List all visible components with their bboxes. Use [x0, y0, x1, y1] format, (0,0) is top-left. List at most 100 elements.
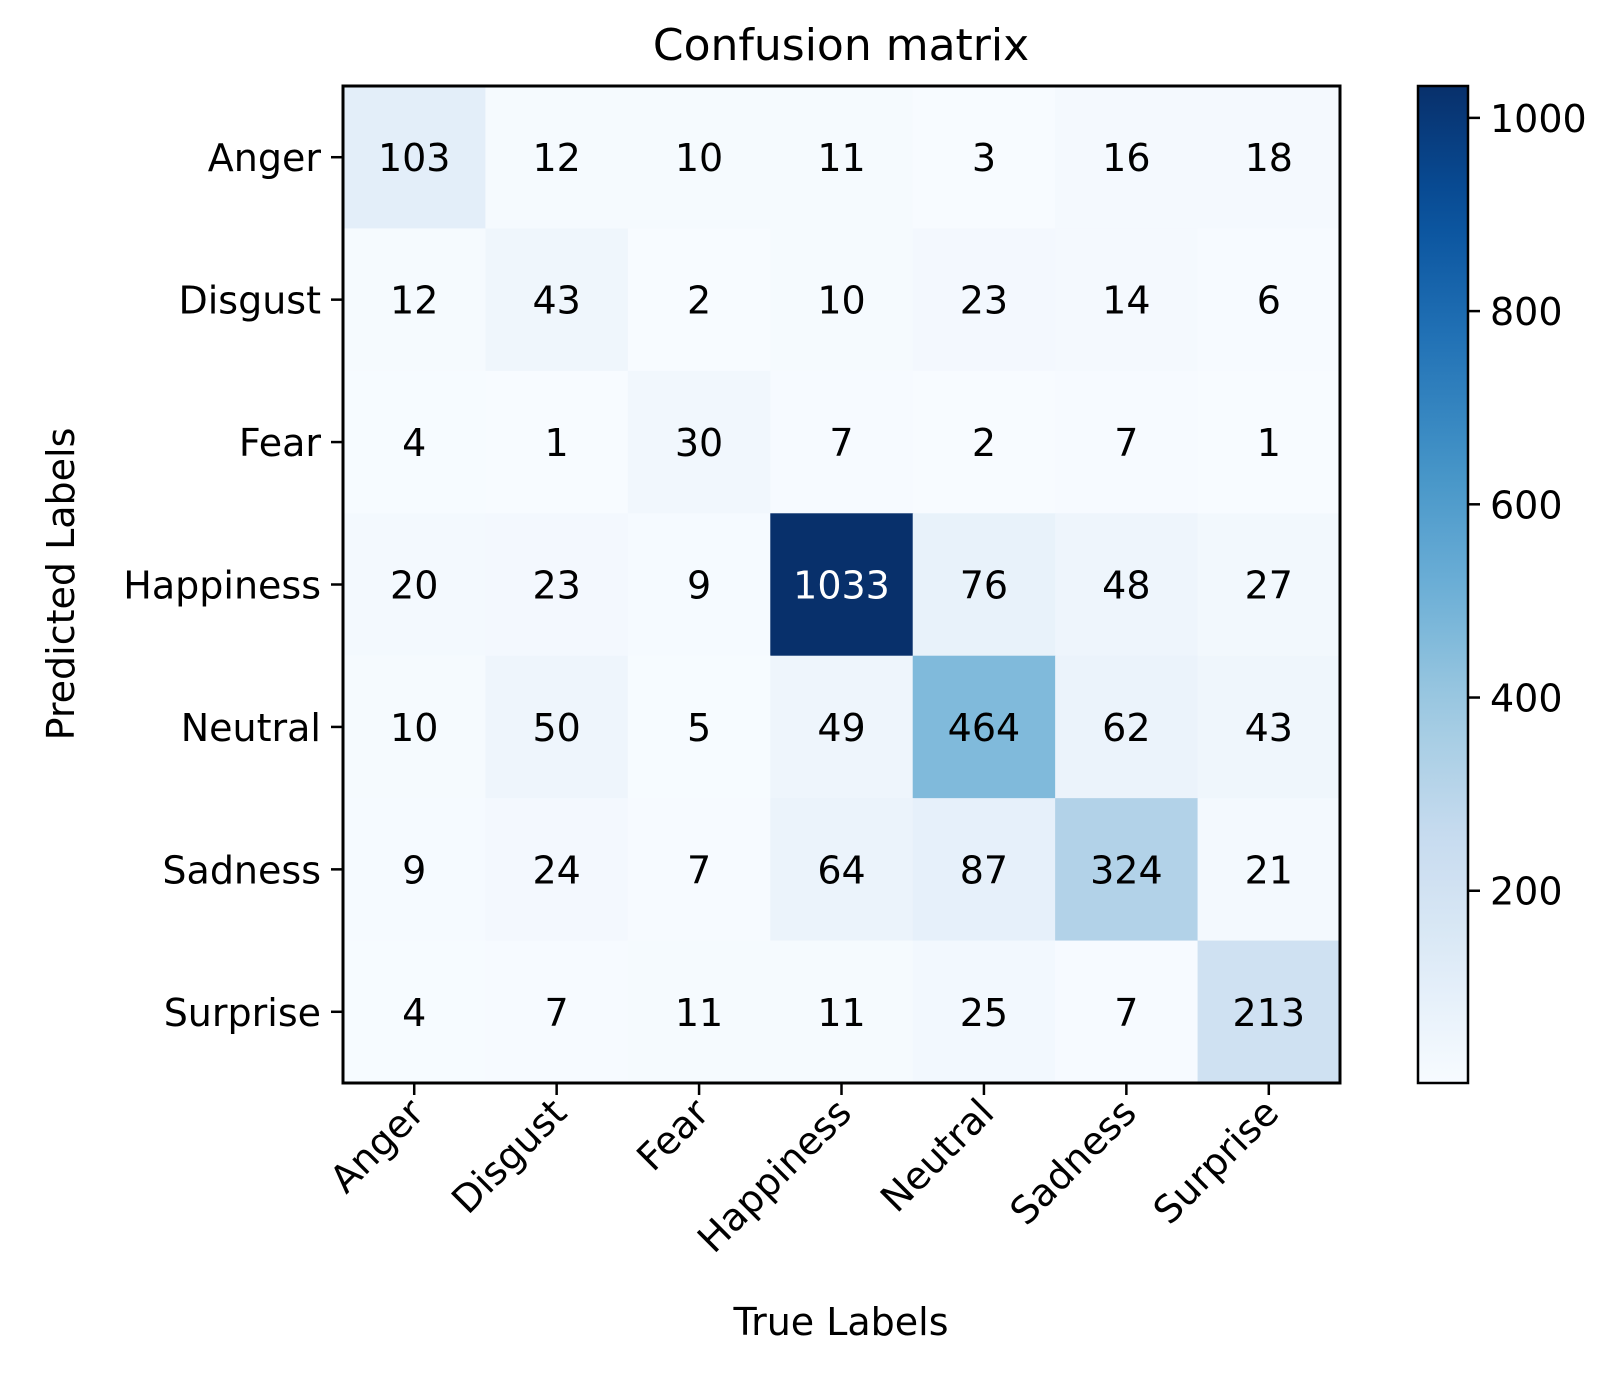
- heatmap-cell: [1197, 228, 1341, 372]
- heatmap-cell: [1197, 940, 1341, 1084]
- heatmap-cell: [770, 370, 914, 514]
- heatmap-cell: [343, 798, 487, 942]
- cell-value-label: 43: [532, 279, 580, 323]
- colorbar-tick-label: 800: [1490, 290, 1563, 334]
- cell-value-label: 16: [1102, 136, 1150, 180]
- y-axis-label: Predicted Labels: [39, 428, 83, 741]
- heatmap-cell: [1055, 940, 1199, 1084]
- cell-value-label: 30: [675, 421, 723, 465]
- heatmap-cell: [343, 228, 487, 372]
- heatmap-cell: [770, 655, 914, 799]
- colorbar-frame: [1416, 84, 1470, 1085]
- y-tick-label: Disgust: [178, 279, 321, 323]
- heatmap-cell: [343, 86, 487, 230]
- x-tick-label: Sadness: [1001, 1090, 1144, 1233]
- cell-value-label: 21: [1245, 848, 1293, 892]
- heatmap-cell: [485, 370, 629, 514]
- cell-value-label: 20: [390, 564, 438, 608]
- heatmap-cell: [1197, 370, 1341, 514]
- heatmap-cell: [770, 86, 914, 230]
- cell-value-label: 103: [378, 136, 451, 180]
- heatmap-cell: [770, 513, 914, 657]
- cell-value-label: 7: [687, 848, 711, 892]
- cell-value-label: 25: [960, 991, 1008, 1035]
- y-tick-label: Anger: [208, 136, 322, 180]
- cell-value-label: 10: [390, 706, 438, 750]
- cell-value-label: 10: [817, 279, 865, 323]
- heatmap-cell: [627, 940, 771, 1084]
- heatmap-cell: [627, 370, 771, 514]
- heatmap-cell: [485, 513, 629, 657]
- cell-value-label: 14: [1102, 279, 1150, 323]
- cell-value-label: 5: [687, 706, 711, 750]
- heatmap-cell: [770, 940, 914, 1084]
- heatmap-cell: [627, 86, 771, 230]
- x-axis-label: True Labels: [732, 1300, 948, 1344]
- cell-value-label: 12: [390, 279, 438, 323]
- y-tick-label: Happiness: [123, 564, 321, 608]
- cell-value-label: 23: [960, 279, 1008, 323]
- y-tick-label: Fear: [239, 421, 321, 465]
- cell-value-label: 7: [829, 421, 853, 465]
- heatmap-cell: [912, 798, 1056, 942]
- heatmap-cell: [1055, 798, 1199, 942]
- heatmap-cell: [1197, 513, 1341, 657]
- cell-value-label: 4: [402, 991, 426, 1035]
- heatmap-cell: [627, 798, 771, 942]
- heatmap-cell: [343, 513, 487, 657]
- heatmap-cell: [1055, 228, 1199, 372]
- cell-value-label: 464: [948, 706, 1021, 750]
- heatmap-cell: [485, 86, 629, 230]
- cell-value-label: 87: [960, 848, 1008, 892]
- heatmap-cell: [485, 228, 629, 372]
- y-axis-ticks: Anger Disgust Fear Happiness Neutral Sadness S…: [123, 136, 343, 1035]
- cell-value-label: 64: [817, 848, 865, 892]
- colorbar-gradient: [1418, 86, 1468, 1083]
- heatmap-cell: [770, 798, 914, 942]
- heatmap-cell: [1197, 86, 1341, 230]
- cell-value-label: 7: [545, 991, 569, 1035]
- cell-value-label: 62: [1102, 706, 1150, 750]
- heatmap-cell: [1055, 513, 1199, 657]
- heatmap-cell: [912, 655, 1056, 799]
- cell-value-label: 50: [532, 706, 580, 750]
- cell-value-label: 49: [817, 706, 865, 750]
- heatmap-cell: [343, 370, 487, 514]
- heatmap-cell: [343, 940, 487, 1084]
- heatmap-cell: [912, 228, 1056, 372]
- y-tick-label: Sadness: [162, 848, 321, 892]
- cell-value-label: 23: [532, 564, 580, 608]
- heatmap-cell: [485, 798, 629, 942]
- cell-value-label: 18: [1245, 136, 1293, 180]
- cell-value-label: 11: [817, 136, 865, 180]
- heatmap-cell: [912, 940, 1056, 1084]
- cell-value-label: 24: [532, 848, 580, 892]
- cell-value-label: 213: [1233, 991, 1306, 1035]
- cell-value-label: 12: [532, 136, 580, 180]
- cell-value-label: 11: [817, 991, 865, 1035]
- cell-value-label: 3: [972, 136, 996, 180]
- chart-title: Confusion matrix: [653, 20, 1029, 71]
- heatmap-cell: [912, 86, 1056, 230]
- heatmap-cell: [770, 228, 914, 372]
- colorbar-tick-label: 1000: [1490, 97, 1587, 141]
- heatmap-cell: [627, 228, 771, 372]
- cell-value-label: 4: [402, 421, 426, 465]
- colorbar-tick-label: 400: [1490, 677, 1563, 721]
- heatmap-cells: [343, 86, 1341, 1084]
- cell-value-label: 9: [402, 848, 426, 892]
- cell-value-label: 43: [1245, 706, 1293, 750]
- colorbar: 200 400 600 800 1000: [1416, 84, 1587, 1085]
- heatmap-cell: [627, 655, 771, 799]
- cell-value-label: 324: [1090, 848, 1163, 892]
- heatmap-cell: [1197, 798, 1341, 942]
- cell-value-label: 6: [1257, 279, 1281, 323]
- colorbar-tick-label: 600: [1490, 483, 1563, 527]
- cell-value-label: 48: [1102, 564, 1150, 608]
- x-tick-label: Disgust: [443, 1090, 575, 1222]
- heatmap-cell: [485, 940, 629, 1084]
- x-tick-label: Happiness: [689, 1090, 860, 1261]
